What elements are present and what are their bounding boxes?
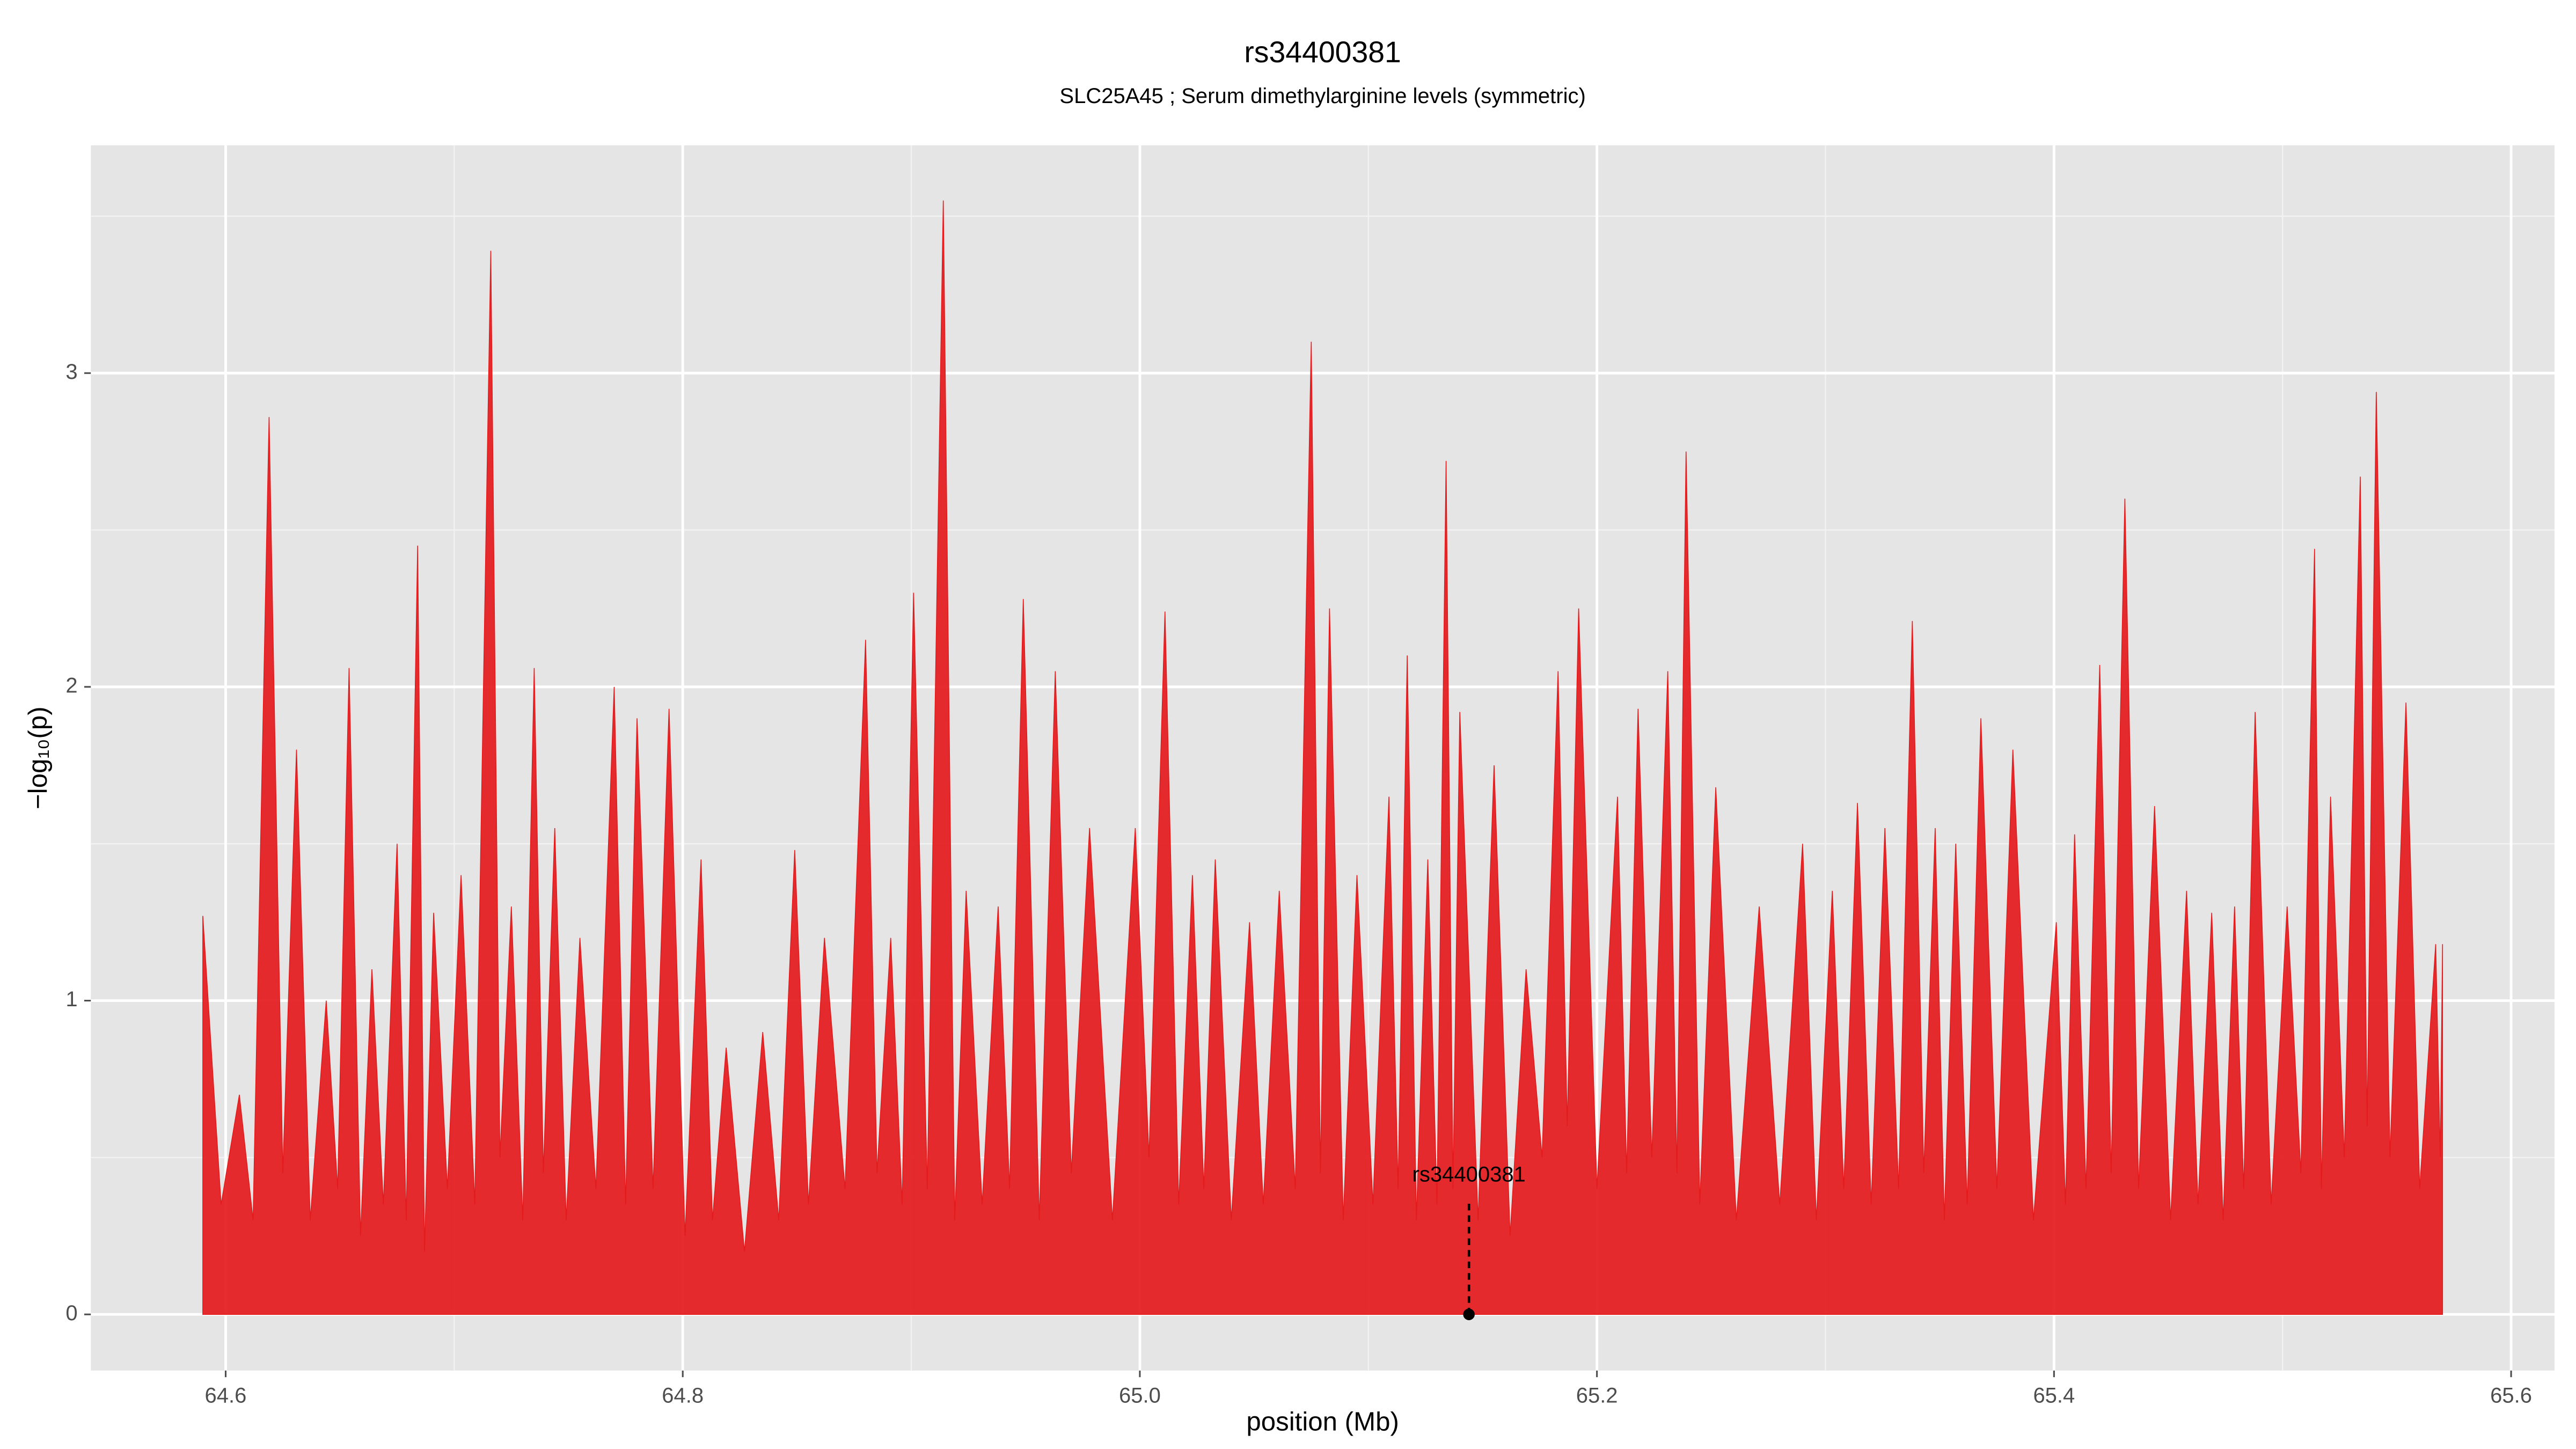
x-tick-label: 65.0 [1119,1384,1161,1408]
chart-title: rs34400381 [1244,35,1401,69]
y-tick-label: 3 [65,360,77,384]
x-tick-label: 64.6 [205,1384,247,1408]
annotation-label: rs34400381 [1413,1162,1526,1186]
x-tick-label: 65.4 [2033,1384,2075,1408]
marks: rs34400381 [202,200,2443,1320]
association-area [202,200,2443,1315]
x-tick-label: 65.6 [2490,1384,2532,1408]
axes: 64.6 64.8 65.0 65.2 65.4 65.6 0 1 2 3 [65,360,2532,1408]
x-tick-label: 64.8 [662,1384,704,1408]
chart-subtitle: SLC25A45 ; Serum dimethylarginine levels… [1059,84,1585,108]
y-axis-label: −log₁₀(p) [23,706,53,809]
annotation-point [1463,1308,1475,1320]
y-tick-label: 2 [65,674,77,697]
y-tick-label: 0 [65,1301,77,1325]
x-tick-label: 65.2 [1576,1384,1618,1408]
y-tick-label: 1 [65,987,77,1011]
x-axis-label: position (Mb) [1246,1407,1399,1436]
